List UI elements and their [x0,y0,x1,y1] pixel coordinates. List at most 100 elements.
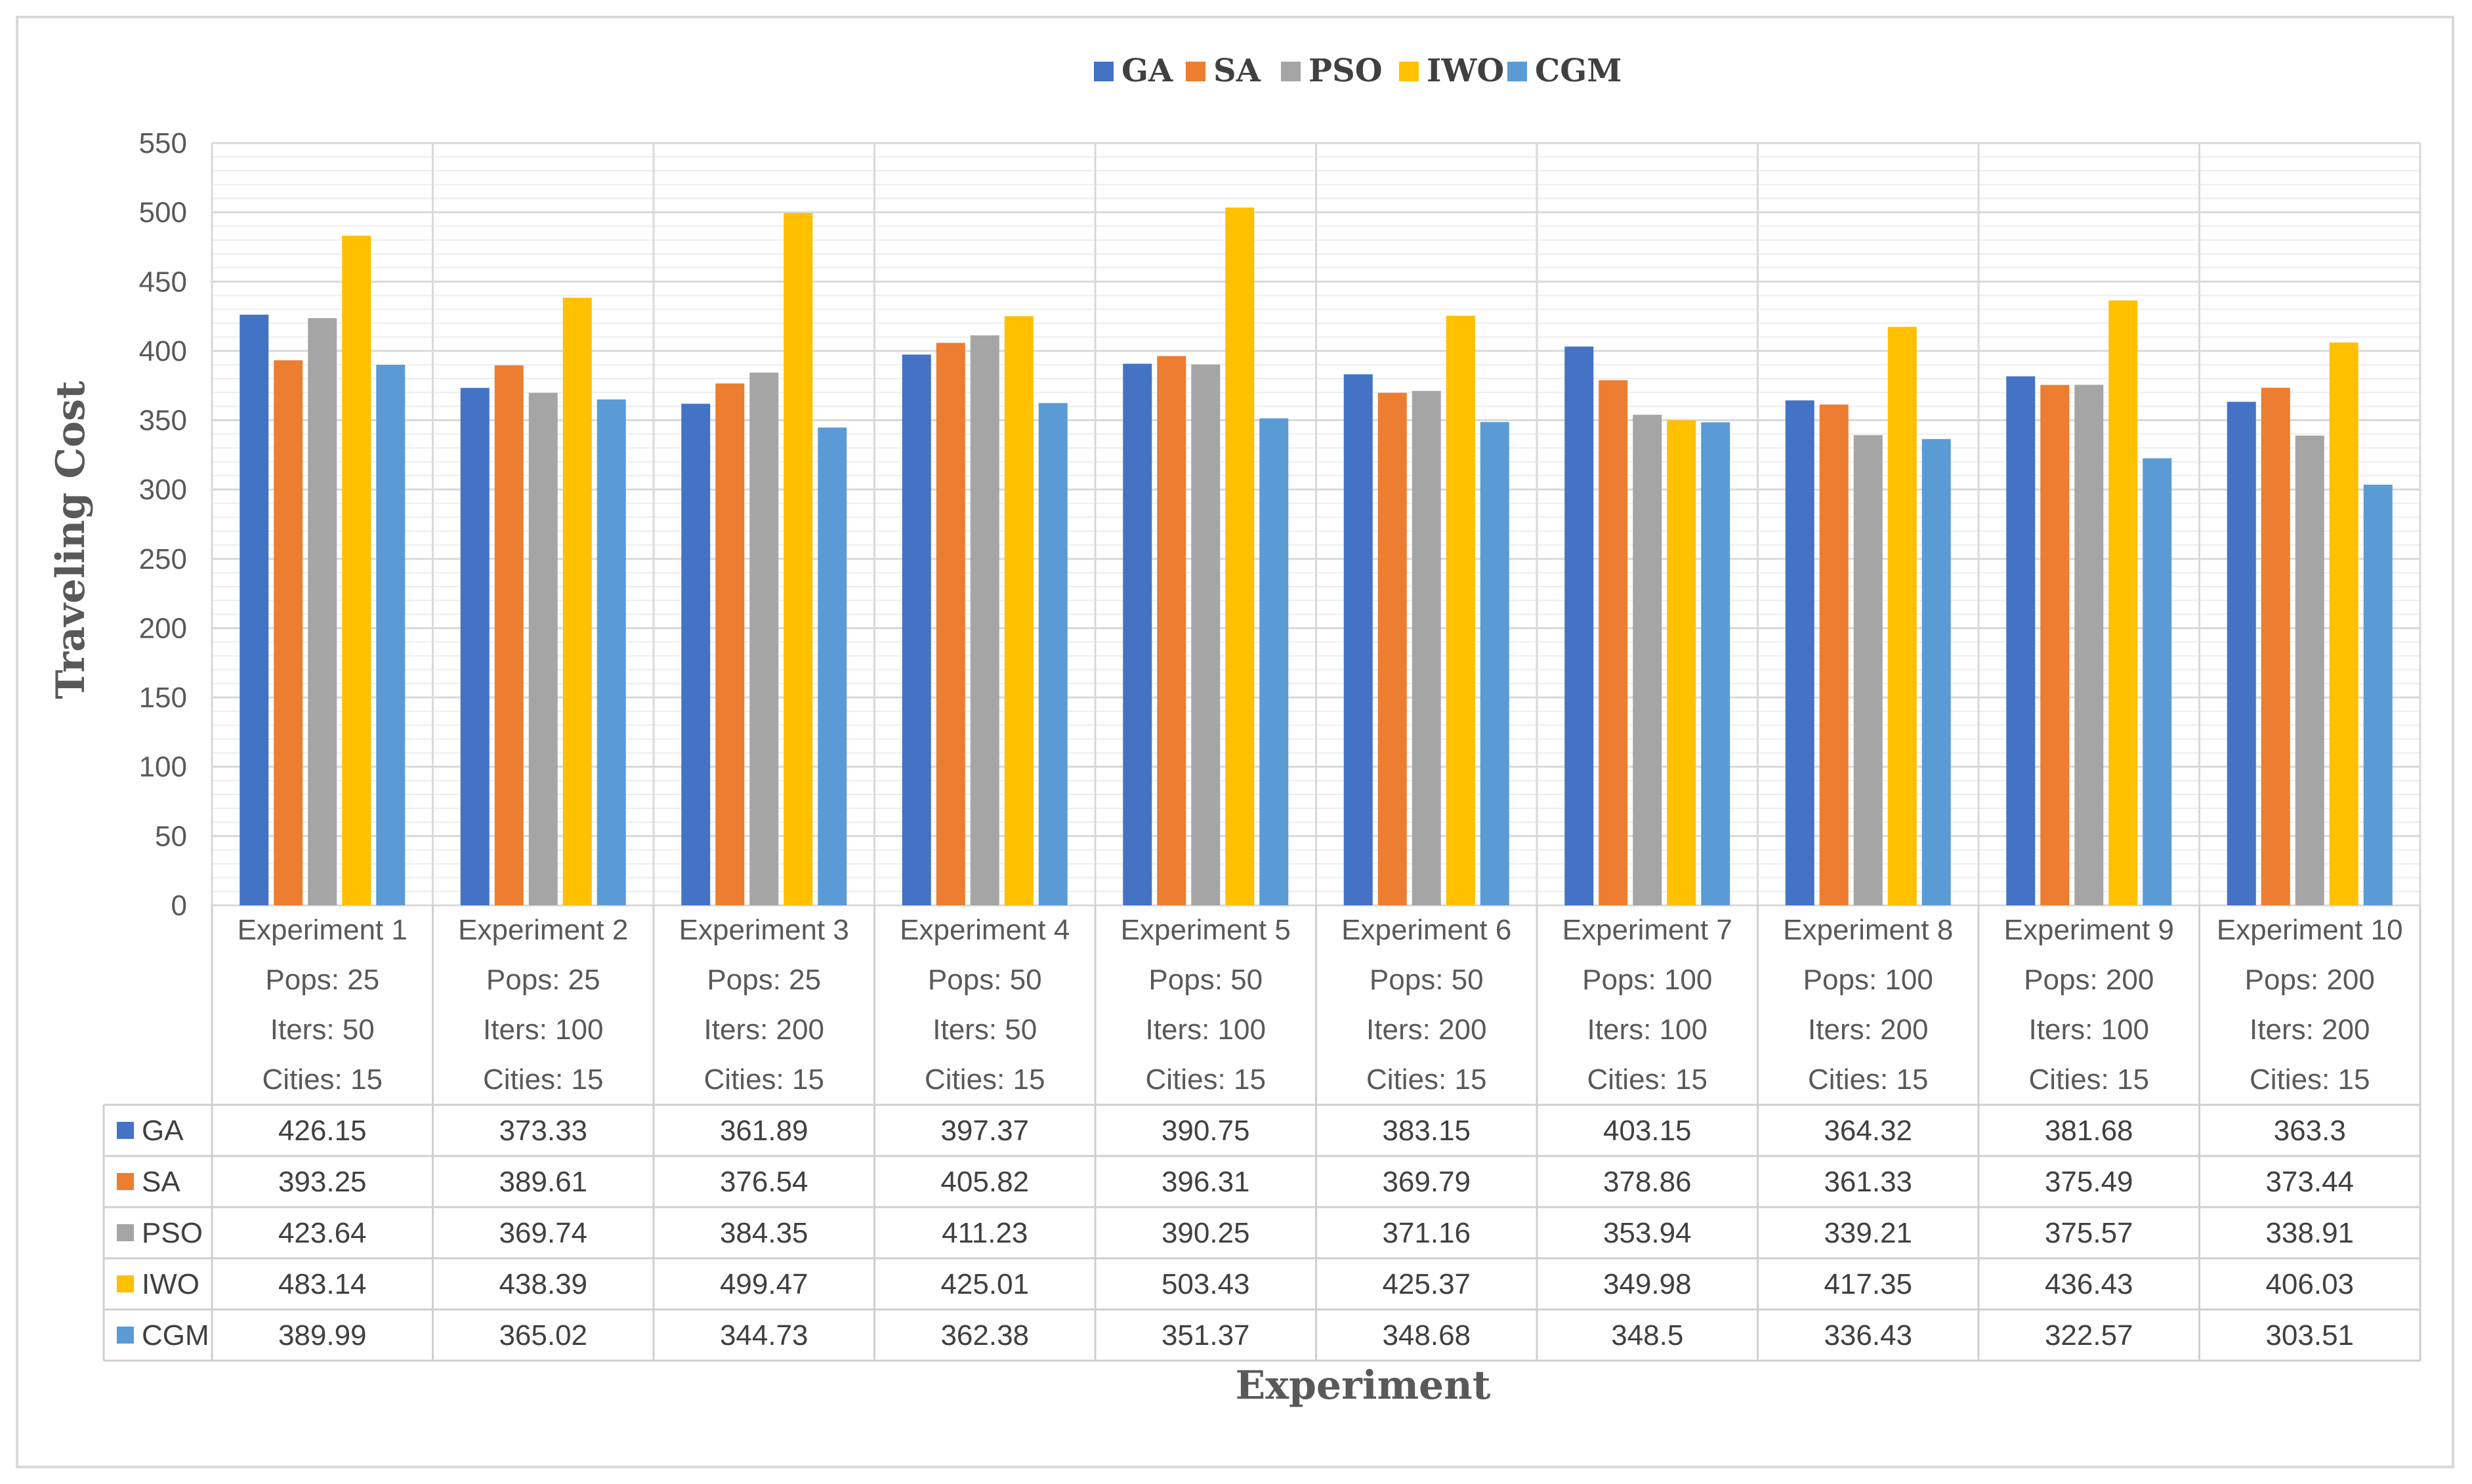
bar-pso [1633,415,1662,905]
legend-label: CGM [1535,52,1622,89]
category-label: Experiment 3 [679,914,849,946]
category-label: Iters: 200 [1808,1014,1928,1046]
category-label: Cities: 15 [2250,1063,2370,1096]
y-tick-label: 500 [139,197,187,229]
bar-ga [1564,346,1594,905]
bar-ga [460,388,490,905]
category-label: Cities: 15 [1366,1063,1486,1096]
table-cell-value: 373.33 [499,1115,587,1147]
y-tick-label: 550 [139,127,187,159]
table-cell-value: 344.73 [720,1319,808,1351]
table-series-name: IWO [142,1268,199,1300]
category-label: Iters: 200 [2250,1014,2370,1046]
category-label: Experiment 1 [238,914,408,946]
table-cell-value: 426.15 [278,1115,367,1147]
table-cell-value: 406.03 [2265,1268,2354,1300]
bar-sa [2261,388,2290,905]
category-label: Pops: 25 [265,964,379,996]
table-cell-value: 393.25 [278,1166,367,1198]
table-cell-value: 363.3 [2274,1115,2346,1147]
category-label: Cities: 15 [262,1063,383,1096]
table-legend-key [117,1224,134,1241]
bar-ga [2227,402,2256,905]
category-label: Pops: 50 [1370,964,1484,996]
legend-key-cgm [1507,62,1527,81]
table-cell-value: 503.43 [1162,1268,1250,1300]
category-label: Pops: 100 [1582,964,1712,996]
category-label: Cities: 15 [1146,1063,1266,1096]
bar-cgm [2363,484,2393,905]
bar-iwo [1225,207,1255,906]
bar-sa [936,342,965,905]
category-label: Pops: 50 [1148,964,1263,996]
category-label: Cities: 15 [704,1063,824,1096]
category-label: Iters: 50 [270,1014,375,1046]
bar-iwo [1446,316,1475,905]
category-label: Pops: 50 [928,964,1042,996]
legend-label: GA [1121,52,1173,89]
table-cell-value: 425.01 [940,1268,1029,1300]
table-cell-value: 423.64 [278,1217,367,1249]
category-label: Experiment 6 [1341,914,1511,946]
bar-cgm [1038,403,1068,905]
bar-iwo [2329,342,2358,905]
category-label: Experiment 4 [900,914,1070,946]
legend-key-pso [1281,62,1301,81]
bar-pso [2295,435,2324,905]
bar-pso [970,335,999,905]
category-label: Cities: 15 [2029,1063,2149,1096]
bar-cgm [818,427,847,905]
table-cell-value: 349.98 [1603,1268,1692,1300]
category-label: Experiment 10 [2217,914,2403,946]
category-label: Experiment 5 [1121,914,1291,946]
table-cell-value: 373.44 [2265,1166,2354,1198]
table-cell-value: 384.35 [720,1217,808,1249]
category-label: Pops: 25 [486,964,600,996]
bar-iwo [784,213,813,905]
bar-ga [1343,374,1373,905]
table-cell-value: 417.35 [1824,1268,1912,1300]
bar-ga [1785,400,1814,905]
bar-pso [1412,390,1441,905]
category-label: Experiment 2 [458,914,628,946]
category-label: Iters: 200 [1366,1014,1486,1046]
y-tick-label: 450 [139,266,187,298]
table-cell-value: 353.94 [1603,1217,1692,1249]
bar-sa [1819,404,1849,905]
bar-sa [1599,380,1628,905]
table-cell-value: 362.38 [940,1319,1029,1351]
category-label: Pops: 200 [2024,964,2154,996]
table-cell-value: 361.33 [1824,1166,1912,1198]
table-cell-value: 411.23 [942,1217,1028,1249]
data-table: Experiment 1 Pops: 25 Iters: 50 Cities: 15 E… [102,905,2421,1362]
bar-pso [2074,384,2104,905]
table-cell-value: 396.31 [1162,1166,1250,1198]
bar-sa [494,365,524,905]
table-cell-value: 322.57 [2045,1319,2133,1351]
bar-chart: 0 50 100 150 200 250 300 350 400 450 500 550 Experi… [48,52,2421,1409]
bar-iwo [1887,327,1917,905]
table-cell-value: 364.32 [1824,1115,1912,1147]
category-label: Cities: 15 [1808,1063,1928,1096]
bar-cgm [1480,422,1509,905]
category-label: Experiment 8 [1783,914,1953,946]
table-cell-value: 383.15 [1382,1115,1471,1147]
category-label: Iters: 200 [704,1014,824,1046]
table-cell-value: 436.43 [2045,1268,2133,1300]
bar-pso [308,318,337,905]
chart-frame: 0 50 100 150 200 250 300 350 400 450 500 550 Experi… [16,16,2454,1468]
category-label: Iters: 50 [932,1014,1037,1046]
table-cell-value: 438.39 [499,1268,587,1300]
table-cell-value: 376.54 [720,1166,808,1198]
y-tick-label: 100 [139,751,187,783]
bar-cgm [1259,418,1289,905]
table-series-name: SA [142,1166,180,1198]
table-cell-value: 336.43 [1824,1319,1912,1351]
category-label: Iters: 100 [483,1014,603,1046]
category-label: Iters: 100 [1587,1014,1707,1046]
table-cell-value: 390.25 [1162,1217,1250,1249]
bar-iwo [562,297,592,905]
legend-key-sa [1186,62,1205,81]
table-cell-value: 375.49 [2045,1166,2133,1198]
y-tick-label: 50 [155,820,187,852]
